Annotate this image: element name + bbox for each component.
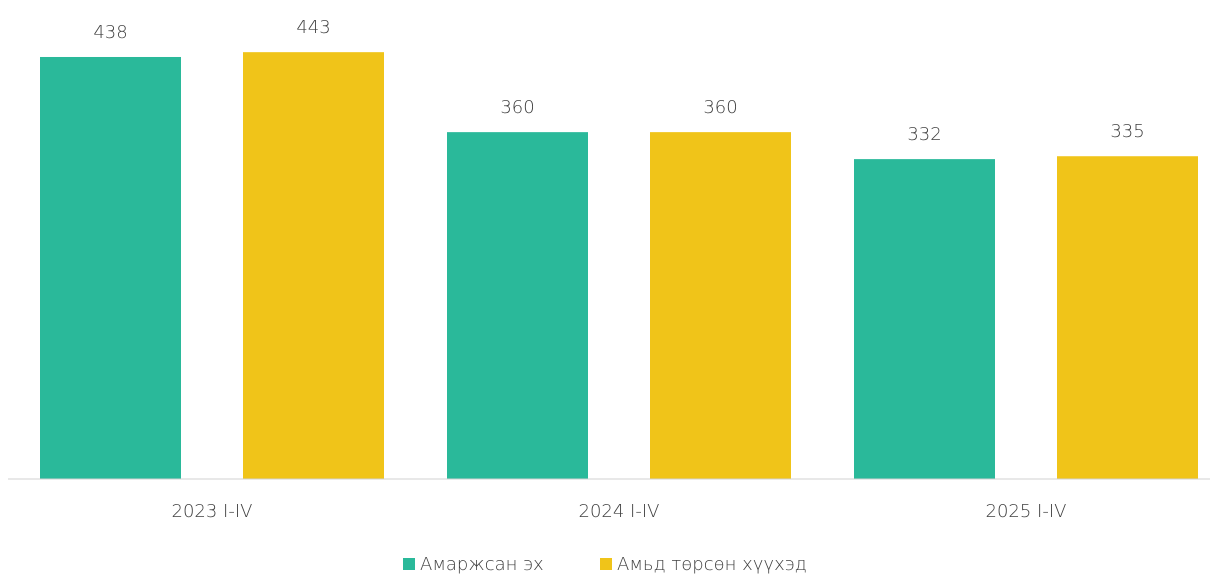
x-tick-label: 2025 I-IV: [986, 501, 1067, 522]
x-tick-label: 2023 I-IV: [172, 501, 253, 522]
data-label: 360: [500, 97, 534, 118]
data-label: 443: [296, 17, 330, 38]
bar: [1057, 156, 1198, 480]
x-tick-label: 2024 I-IV: [579, 501, 660, 522]
bar: [40, 56, 181, 479]
bar: [650, 132, 791, 479]
bar: [243, 52, 384, 480]
bar: [447, 132, 588, 479]
data-label: 335: [1110, 121, 1144, 142]
legend-swatch: [403, 558, 415, 570]
data-label: 438: [93, 22, 127, 43]
data-label: 360: [703, 97, 737, 118]
bar: [854, 159, 995, 480]
data-label: 332: [907, 124, 941, 145]
legend-label: Амаржсан эх: [420, 554, 544, 574]
legend-label: Амьд төрсөн хүүхэд: [617, 554, 807, 574]
legend-swatch: [600, 558, 612, 570]
